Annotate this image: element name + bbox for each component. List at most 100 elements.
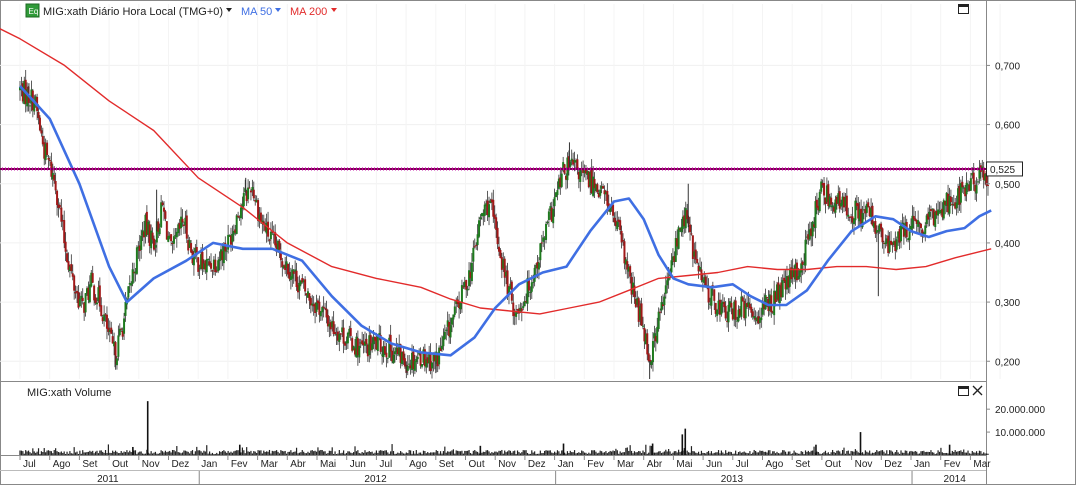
candle-body [346, 332, 349, 344]
candle-body [257, 200, 260, 221]
volume-bar [191, 450, 194, 455]
candle-body [582, 169, 585, 173]
volume-bar [304, 453, 306, 455]
candle-body [271, 231, 274, 233]
candle-body [409, 365, 412, 369]
candle-body [118, 328, 121, 336]
volume-bar [851, 451, 854, 455]
candle-body [877, 229, 880, 232]
volume-bar [944, 453, 946, 455]
symbol-label[interactable]: MIG:xath Diário Hora Local (TMG+0) [43, 6, 223, 18]
candle-body [200, 254, 203, 269]
horizontal-line-dot [497, 167, 498, 171]
volume-bar [256, 452, 258, 455]
volume-bar [719, 453, 721, 455]
volume-bar [546, 450, 549, 455]
volume-bar [703, 453, 705, 455]
volume-bar [194, 451, 196, 455]
candle-body [641, 325, 644, 327]
volume-bar [863, 453, 865, 455]
volume-bar [425, 453, 427, 455]
volume-bar [928, 451, 931, 455]
candle-body [716, 310, 719, 316]
month-label: Nov [498, 459, 516, 470]
horizontal-line-dot [536, 167, 537, 171]
horizontal-line-dot [143, 167, 144, 171]
candle-body [21, 83, 24, 102]
candle-body [328, 323, 331, 327]
volume-bar [109, 452, 111, 455]
candle-body [847, 214, 850, 217]
volume-bar [709, 453, 711, 455]
volume-bar [328, 450, 330, 455]
candle-body [101, 317, 104, 322]
volume-bar [183, 450, 185, 455]
horizontal-line-dot [716, 167, 717, 171]
volume-bar [824, 450, 827, 455]
volume-bar [72, 453, 74, 455]
volume-bar [571, 452, 573, 455]
volume-bar [345, 453, 348, 455]
candle-body [382, 346, 385, 358]
candle-body [460, 285, 463, 303]
volume-bar [261, 453, 263, 455]
candle-body [724, 305, 727, 319]
candle-body [164, 211, 167, 219]
volume-bar [572, 452, 574, 455]
volume-bar [784, 451, 787, 455]
horizontal-line-dot [227, 167, 228, 171]
volume-bar [313, 451, 315, 455]
horizontal-line[interactable]: 0,525 [0, 161, 1023, 177]
horizontal-line-dot [50, 167, 51, 171]
candle-body [540, 242, 543, 244]
equity-badge[interactable] [25, 3, 40, 18]
volume-bar [951, 450, 953, 455]
candle-body [355, 336, 358, 358]
candle-body [790, 267, 793, 280]
candle-body [150, 230, 153, 249]
symbol-dropdown-icon[interactable] [226, 8, 232, 12]
candle-body [817, 205, 820, 211]
candle-body [738, 308, 741, 316]
close-volume-panel-icon[interactable] [972, 385, 983, 396]
candle-body [423, 349, 426, 367]
volume-bar [836, 450, 838, 455]
ma50-legend-label[interactable]: MA 50 [241, 6, 272, 18]
maximize-volume-panel-icon[interactable] [958, 386, 969, 396]
horizontal-line-dot [347, 167, 348, 171]
ma200-legend-label[interactable]: MA 200 [290, 6, 327, 18]
volume-bar [217, 453, 219, 455]
horizontal-line-dot [674, 167, 675, 171]
ma200-dropdown-icon[interactable] [331, 8, 337, 12]
horizontal-line-dot [626, 167, 627, 171]
volume-bar [984, 453, 986, 455]
volume-bar [458, 451, 460, 455]
ma50-dropdown-icon[interactable] [275, 8, 281, 12]
volume-bar [970, 453, 972, 455]
candle-body [304, 279, 307, 292]
volume-bar [558, 451, 560, 455]
month-label: Jul [379, 459, 392, 470]
candle-body [288, 271, 291, 280]
candle-body [921, 229, 924, 237]
candle-body [623, 241, 626, 264]
volume-bar [857, 452, 859, 455]
volume-bar [254, 451, 256, 455]
volume-bar [536, 453, 539, 455]
candle-body [415, 359, 418, 363]
candle-body [768, 294, 771, 311]
horizontal-line-dot [566, 167, 567, 171]
candle-body [336, 331, 339, 341]
candle-body [559, 177, 562, 187]
volume-bar [385, 450, 387, 455]
candle-body [811, 221, 814, 237]
month-label: Ago [53, 459, 71, 470]
candle-body [924, 225, 927, 234]
maximize-price-panel-icon[interactable] [958, 4, 969, 14]
candle-body [95, 302, 98, 305]
volume-bar [150, 451, 152, 455]
volume-bar [427, 452, 429, 455]
volume-bar [834, 452, 837, 455]
horizontal-line-dot [683, 167, 684, 171]
candle-body [622, 240, 625, 242]
